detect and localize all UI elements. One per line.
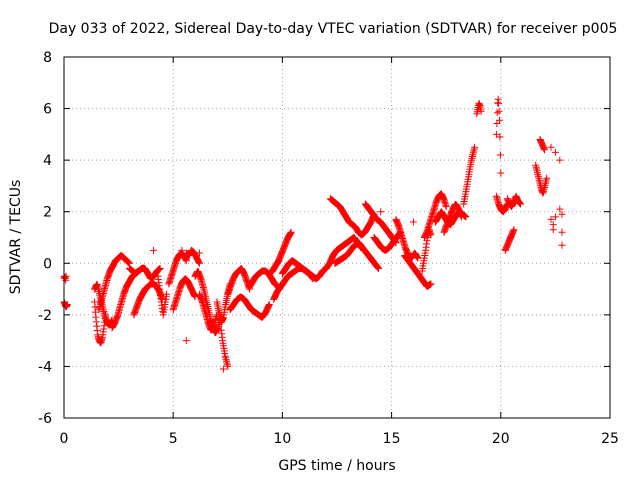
data-point (287, 228, 295, 236)
x-tick-label: 20 (492, 431, 510, 447)
data-point (495, 99, 503, 107)
x-tick-label: 15 (383, 431, 401, 447)
data-point (414, 254, 422, 262)
data-point (219, 365, 227, 373)
data-point (556, 156, 564, 164)
data-point (551, 148, 559, 156)
data-point (265, 301, 273, 308)
data-point (510, 226, 518, 234)
data-point (477, 107, 485, 115)
data-point (163, 290, 171, 298)
x-tick-label: 0 (60, 431, 69, 447)
data-point (558, 210, 566, 218)
data-point (471, 143, 479, 151)
data-point (497, 169, 505, 177)
data-point (517, 200, 524, 208)
data-point (427, 280, 435, 288)
x-tick-labels: 0 5 10 15 20 25 (60, 431, 619, 447)
data-point (558, 241, 566, 249)
data-point (549, 226, 557, 234)
plot-frame (63, 56, 611, 419)
y-tick-label: 6 (43, 102, 52, 118)
y-tick-label: -2 (38, 308, 52, 324)
y-tick-label: -4 (38, 359, 52, 375)
data-point (63, 301, 71, 308)
y-tick-label: 0 (43, 256, 52, 272)
y-tick-labels: -6 -4 -2 0 2 4 6 8 (38, 50, 52, 427)
x-tick-label: 25 (601, 431, 619, 447)
data-point (493, 109, 501, 117)
data-point (547, 215, 555, 223)
data-point (543, 174, 551, 182)
data-point (224, 362, 232, 370)
y-tick-label: -6 (38, 411, 52, 427)
data-point (496, 116, 503, 124)
data-points (60, 95, 566, 373)
data-point (556, 205, 564, 213)
data-point (442, 203, 450, 211)
data-point (195, 259, 203, 267)
axis-ticks (63, 56, 611, 419)
y-tick-label: 8 (43, 50, 52, 66)
data-point (150, 246, 157, 254)
data-point (377, 208, 385, 216)
data-point (541, 146, 548, 154)
y-tick-label: 4 (43, 153, 52, 169)
x-tick-label: 10 (273, 431, 291, 447)
y-axis-label: SDTVAR / TECUs (8, 180, 24, 295)
data-point (182, 337, 190, 345)
y-tick-label: 2 (43, 205, 52, 221)
data-point (495, 107, 503, 115)
data-point (558, 228, 566, 236)
data-point (458, 213, 465, 221)
data-point (195, 249, 203, 257)
x-tick-label: 5 (169, 431, 178, 447)
data-point (409, 218, 417, 226)
data-point (547, 143, 555, 151)
grid-lines (64, 57, 610, 418)
data-point (156, 264, 164, 272)
data-point (375, 264, 382, 272)
chart-title: Day 033 of 2022, Sidereal Day-to-day VTE… (49, 21, 618, 37)
data-point (496, 151, 504, 159)
data-point (496, 133, 504, 141)
x-axis-label: GPS time / hours (278, 458, 395, 474)
data-point (182, 257, 190, 265)
data-point (551, 213, 559, 221)
data-point (178, 246, 186, 254)
